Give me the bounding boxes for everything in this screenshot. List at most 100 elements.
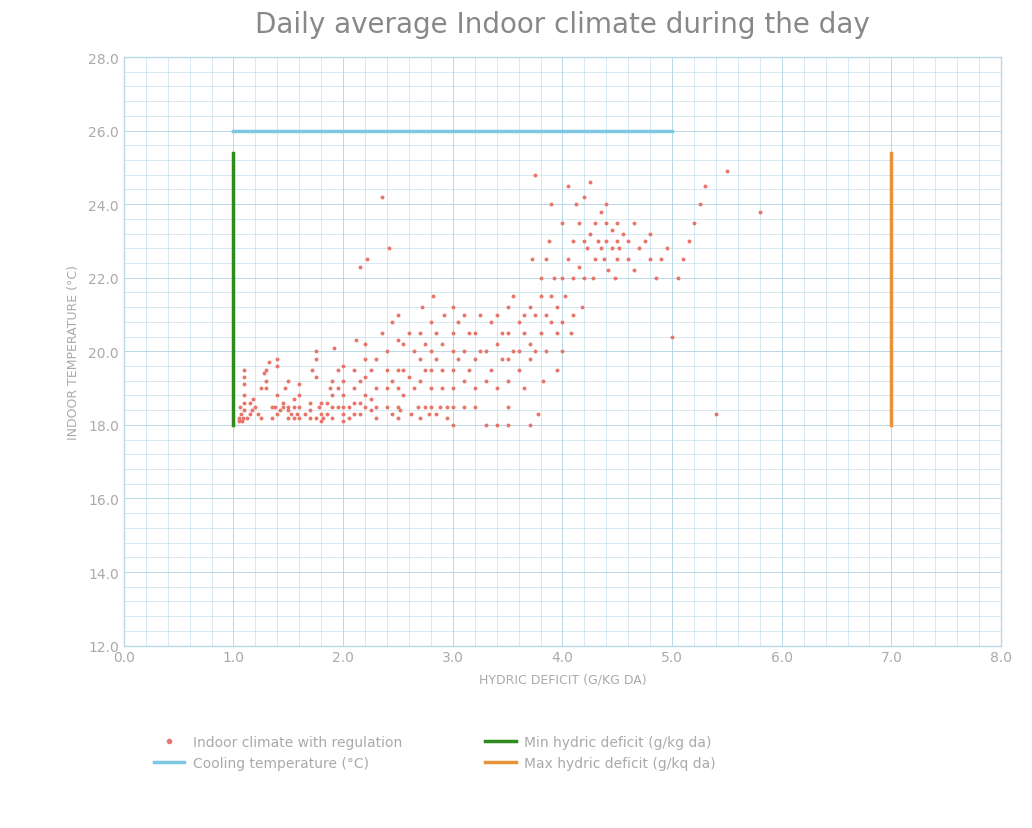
Point — [263, 401, 280, 414]
Point — [658, 243, 675, 256]
Point — [428, 353, 445, 366]
Point — [234, 415, 251, 428]
Point — [308, 412, 324, 425]
Point — [417, 338, 433, 351]
Point — [445, 382, 461, 395]
Legend: Indoor climate with regulation, Cooling temperature (°C), Min hydric deficit (g/: Indoor climate with regulation, Cooling … — [149, 729, 721, 775]
Point — [637, 235, 653, 248]
Point — [445, 327, 461, 340]
Point — [374, 327, 390, 340]
Point — [543, 199, 559, 212]
Point — [313, 397, 329, 410]
X-axis label: HYDRIC DEFICIT (G/KG DA): HYDRIC DEFICIT (G/KG DA) — [479, 673, 646, 686]
Point — [275, 401, 291, 414]
Point — [526, 169, 543, 182]
Point — [247, 401, 263, 414]
Point — [258, 363, 275, 377]
Point — [566, 272, 582, 285]
Point — [601, 264, 617, 277]
Point — [359, 253, 376, 267]
Point — [271, 404, 288, 417]
Point — [407, 382, 423, 395]
Point — [286, 412, 302, 425]
Point — [554, 217, 571, 230]
Point — [680, 235, 697, 248]
Point — [433, 338, 450, 351]
Point — [390, 363, 407, 377]
Point — [664, 330, 680, 344]
Point — [334, 360, 351, 373]
Point — [494, 327, 511, 340]
Point — [455, 401, 472, 414]
Point — [466, 382, 483, 395]
Point — [319, 407, 335, 421]
Point — [346, 397, 362, 410]
Point — [483, 316, 499, 330]
Point — [322, 382, 338, 395]
Point — [526, 345, 543, 359]
Point — [523, 253, 540, 267]
Point — [296, 407, 313, 421]
Point — [530, 407, 547, 421]
Point — [351, 407, 367, 421]
Point — [422, 345, 439, 359]
Point — [238, 412, 255, 425]
Point — [236, 378, 253, 392]
Point — [576, 191, 592, 205]
Point — [620, 235, 637, 248]
Point — [571, 261, 587, 274]
Point — [263, 412, 280, 425]
Point — [488, 419, 505, 432]
Point — [625, 264, 642, 277]
Point — [642, 253, 658, 267]
Point — [291, 378, 308, 392]
Point — [516, 382, 533, 395]
Point — [232, 401, 249, 414]
Point — [488, 309, 505, 322]
Point — [751, 205, 768, 219]
Point — [390, 401, 407, 414]
Point — [718, 166, 735, 179]
Point — [241, 407, 258, 421]
Point — [691, 199, 708, 212]
Point — [592, 205, 609, 219]
Point — [286, 393, 302, 407]
Point — [341, 412, 357, 425]
Point — [472, 345, 488, 359]
Point — [545, 272, 561, 285]
Point — [433, 382, 450, 395]
Point — [499, 419, 516, 432]
Point — [417, 401, 433, 414]
Point — [541, 235, 557, 248]
Point — [351, 375, 367, 388]
Point — [675, 253, 691, 267]
Point — [235, 412, 252, 425]
Point — [554, 316, 571, 330]
Point — [308, 371, 324, 384]
Point — [549, 301, 566, 315]
Point — [521, 338, 538, 351]
Point — [478, 345, 494, 359]
Point — [604, 243, 620, 256]
Point — [233, 407, 250, 421]
Point — [455, 375, 472, 388]
Point — [374, 191, 390, 205]
Point — [566, 235, 582, 248]
Point — [428, 407, 445, 421]
Point — [407, 345, 423, 359]
Point — [313, 415, 329, 428]
Point — [697, 180, 713, 193]
Point — [379, 401, 395, 414]
Point — [236, 371, 253, 384]
Point — [311, 401, 327, 414]
Point — [334, 401, 351, 414]
Point — [280, 412, 296, 425]
Point — [357, 353, 374, 366]
Point — [478, 419, 494, 432]
Point — [280, 401, 296, 414]
Point — [231, 415, 248, 428]
Point — [450, 353, 466, 366]
Point — [400, 327, 417, 340]
Point — [589, 235, 606, 248]
Point — [291, 412, 308, 425]
